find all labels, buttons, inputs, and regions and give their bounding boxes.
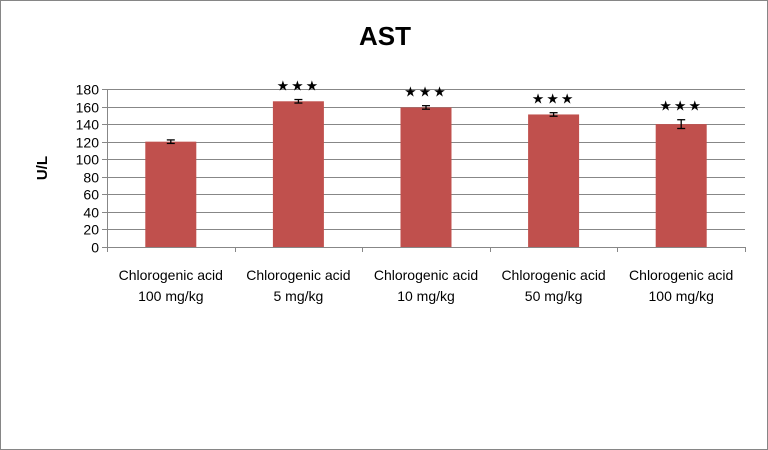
y-tick-label: 80 <box>83 170 99 186</box>
y-tick-label: 60 <box>83 187 99 203</box>
x-tick-label: 100 mg/kg <box>649 288 714 304</box>
y-tick-label: 180 <box>76 82 100 98</box>
y-tick-label: 20 <box>83 222 99 238</box>
bar <box>655 124 707 247</box>
y-tick-label: 40 <box>83 205 99 221</box>
chart-title: AST <box>359 21 411 51</box>
x-tick-label: Chlorogenic acid <box>119 267 223 283</box>
bar <box>145 141 197 247</box>
bar <box>272 101 324 248</box>
bar <box>528 114 580 247</box>
y-tick-label: 120 <box>76 135 100 151</box>
x-tick-label: 100 mg/kg <box>138 288 203 304</box>
significance-stars: ★★★ <box>659 99 703 115</box>
x-tick-label: 50 mg/kg <box>525 288 583 304</box>
y-axis-label: U/L <box>34 156 51 180</box>
x-tick-label: 5 mg/kg <box>273 288 323 304</box>
bar <box>400 107 452 247</box>
significance-stars: ★★★ <box>404 85 448 101</box>
y-tick-label: 0 <box>91 240 99 256</box>
y-tick-label: 100 <box>76 152 100 168</box>
significance-stars: ★★★ <box>532 92 576 108</box>
x-tick-label: Chlorogenic acid <box>501 267 605 283</box>
x-tick-label: Chlorogenic acid <box>246 267 350 283</box>
x-tick-label: 10 mg/kg <box>397 288 455 304</box>
significance-stars: ★★★ <box>277 79 321 95</box>
x-tick-label: Chlorogenic acid <box>629 267 733 283</box>
y-tick-label: 140 <box>76 117 100 133</box>
x-tick-label: Chlorogenic acid <box>374 267 478 283</box>
y-tick-label: 160 <box>76 100 100 116</box>
